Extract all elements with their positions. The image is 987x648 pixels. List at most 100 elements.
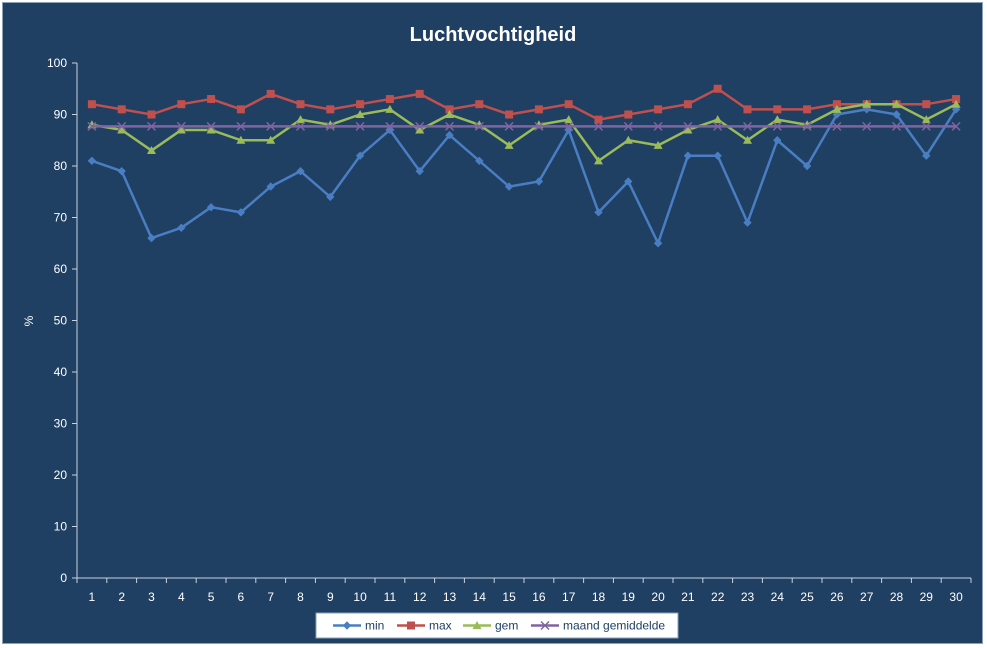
data-point-maand-gemiddelde-stroke bbox=[772, 121, 782, 131]
data-point-maand-gemiddelde-stroke bbox=[534, 121, 544, 131]
data-point-maand-gemiddelde bbox=[266, 121, 276, 131]
data-point-min bbox=[683, 151, 693, 160]
data-point-min bbox=[415, 166, 424, 176]
data-point-max bbox=[713, 84, 722, 93]
x-tick-label: 10 bbox=[353, 590, 367, 604]
data-point-maand-gemiddelde bbox=[295, 121, 306, 131]
data-point-gem bbox=[862, 99, 872, 108]
data-point-max bbox=[415, 89, 424, 98]
legend-marker-min bbox=[342, 621, 352, 630]
legend-marker-maand-gemiddelde-stroke bbox=[540, 620, 550, 631]
data-point-gem bbox=[206, 125, 216, 134]
data-point-max bbox=[773, 105, 782, 114]
legend-marker-max bbox=[407, 621, 415, 630]
data-point-maand-gemiddelde bbox=[504, 121, 514, 131]
series-layer bbox=[87, 84, 961, 248]
data-point-maand-gemiddelde bbox=[474, 121, 484, 131]
data-point-maand-gemiddelde bbox=[772, 121, 782, 131]
data-point-maand-gemiddelde-stroke bbox=[504, 121, 514, 131]
data-point-max bbox=[803, 105, 812, 114]
legend-label-maand-gemiddelde: maand gemiddelde bbox=[563, 619, 665, 633]
data-point-max bbox=[236, 105, 245, 114]
data-point-maand-gemiddelde bbox=[802, 121, 812, 131]
legend-label-min: min bbox=[365, 619, 384, 633]
data-point-min bbox=[594, 208, 603, 217]
data-point-maand-gemiddelde bbox=[951, 121, 961, 131]
data-point-min bbox=[206, 203, 216, 212]
x-tick-label: 13 bbox=[443, 590, 457, 604]
data-point-maand-gemiddelde-stroke bbox=[921, 121, 931, 131]
data-point-min bbox=[266, 182, 275, 191]
data-point-gem bbox=[564, 115, 574, 124]
x-tick-label: 27 bbox=[860, 590, 874, 604]
data-point-max bbox=[385, 95, 394, 104]
x-tick-label: 15 bbox=[502, 590, 516, 604]
series-gem bbox=[87, 99, 961, 165]
data-point-maand-gemiddelde bbox=[534, 121, 544, 131]
data-point-maand-gemiddelde-stroke bbox=[862, 121, 872, 131]
data-point-gem bbox=[594, 156, 603, 165]
data-point-max bbox=[594, 115, 603, 124]
humidity-line-chart: Luchtvochtigheid % 0 10 20 30 40 50 60 70 80 90 10… bbox=[22, 24, 972, 639]
data-point-max bbox=[475, 100, 484, 109]
data-point-gem bbox=[892, 99, 901, 108]
data-point-maand-gemiddelde bbox=[683, 121, 693, 131]
data-point-max bbox=[356, 100, 365, 109]
y-tick-label: 50 bbox=[54, 314, 68, 328]
data-point-maand-gemiddelde-stroke bbox=[623, 121, 633, 131]
data-point-min bbox=[862, 105, 871, 114]
data-point-gem bbox=[266, 135, 276, 144]
data-point-min bbox=[117, 166, 126, 176]
data-point-gem bbox=[355, 110, 365, 118]
data-point-maand-gemiddelde bbox=[593, 121, 604, 131]
series-line-min bbox=[91, 108, 958, 245]
data-point-gem bbox=[296, 115, 305, 124]
x-tick-label: 11 bbox=[384, 590, 397, 604]
data-point-maand-gemiddelde-stroke bbox=[117, 121, 127, 131]
data-point-maand-gemiddelde-stroke bbox=[951, 121, 961, 131]
series-min bbox=[87, 105, 961, 248]
data-point-gem bbox=[743, 135, 752, 144]
data-point-min bbox=[147, 233, 156, 243]
y-tick-label: 30 bbox=[54, 417, 68, 431]
data-point-maand-gemiddelde-stroke bbox=[415, 121, 425, 131]
data-point-maand-gemiddelde bbox=[146, 121, 157, 131]
data-point-maand-gemiddelde-stroke bbox=[593, 121, 604, 131]
data-point-maand-gemiddelde bbox=[117, 121, 127, 131]
chart-title: Luchtvochtigheid bbox=[410, 24, 577, 46]
x-tick-label: 1 bbox=[89, 590, 96, 604]
series-line-gem bbox=[91, 102, 957, 163]
data-point-maand-gemiddelde-stroke bbox=[564, 121, 574, 131]
y-tick-label: 40 bbox=[54, 365, 68, 379]
data-point-min bbox=[445, 130, 454, 140]
data-point-maand-gemiddelde bbox=[236, 121, 246, 131]
data-point-min bbox=[355, 151, 365, 160]
data-point-gem bbox=[623, 135, 633, 144]
data-point-min bbox=[743, 218, 752, 227]
data-point-maand-gemiddelde-stroke bbox=[355, 121, 365, 131]
data-point-gem bbox=[117, 125, 127, 134]
data-point-gem bbox=[683, 125, 693, 134]
series-maand-gemiddelde bbox=[87, 121, 961, 131]
data-point-gem bbox=[772, 115, 782, 124]
data-point-max bbox=[564, 100, 573, 109]
y-tick-label: 70 bbox=[54, 211, 68, 225]
data-point-maand-gemiddelde bbox=[176, 121, 186, 131]
data-point-gem bbox=[832, 104, 842, 113]
data-point-gem bbox=[921, 115, 931, 124]
y-axis-label: % bbox=[22, 315, 36, 326]
x-tick-label: 7 bbox=[267, 590, 274, 604]
x-tick-label: 22 bbox=[711, 590, 725, 604]
data-point-max bbox=[505, 110, 514, 119]
data-point-max bbox=[87, 100, 96, 109]
data-point-maand-gemiddelde bbox=[623, 121, 633, 131]
data-point-maand-gemiddelde-stroke bbox=[385, 121, 395, 131]
x-tick-label: 6 bbox=[238, 590, 245, 604]
data-point-gem bbox=[236, 135, 246, 144]
data-point-maand-gemiddelde bbox=[385, 121, 395, 131]
y-tick-label: 100 bbox=[47, 56, 67, 70]
x-tick-label: 25 bbox=[800, 590, 814, 604]
x-tick-label: 12 bbox=[413, 590, 427, 604]
x-tick-label: 29 bbox=[920, 590, 934, 604]
